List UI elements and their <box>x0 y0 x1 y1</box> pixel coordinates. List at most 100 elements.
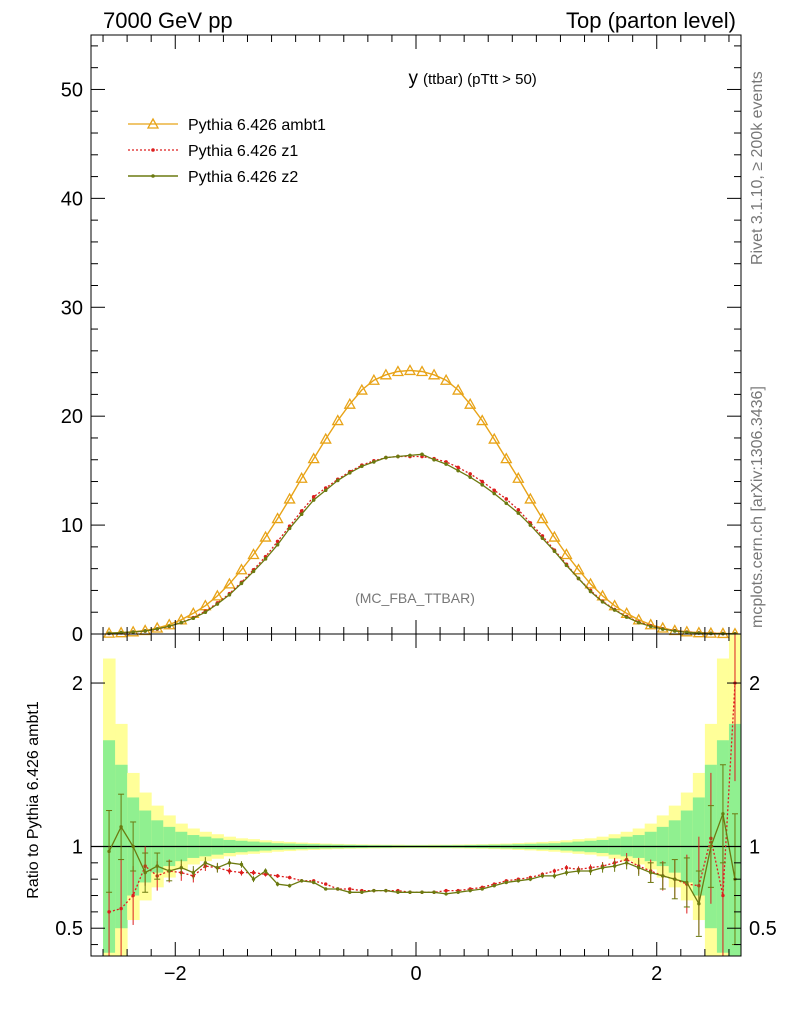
ratio-point-z2 <box>107 849 111 854</box>
ratio-point-z1 <box>131 893 135 898</box>
ambt1-point <box>427 368 441 380</box>
main-y-tick-label: 30 <box>61 297 83 319</box>
ratio-point-z2 <box>263 869 268 873</box>
ambt1-point <box>355 383 368 395</box>
ratio-ylabel: Ratio to Pythia 6.426 ambt1 <box>25 701 42 899</box>
ratio-point-z2 <box>348 890 352 894</box>
analysis-annotation: (MC_FBA_TTBAR) <box>355 590 475 606</box>
ambt1-point <box>476 414 489 426</box>
header-left: 7000 GeV pp <box>103 8 233 33</box>
legend-dot-marker-z1 <box>151 148 155 152</box>
z1-point <box>480 479 485 484</box>
ratio-y-tick-label-right: 0.5 <box>749 918 777 940</box>
ratio-point-z2 <box>119 825 123 829</box>
z2-point <box>456 468 460 473</box>
z2-point <box>203 610 208 615</box>
ratio-point-z2 <box>673 877 677 881</box>
ratio-point-z2 <box>275 882 280 886</box>
ambt1-point <box>271 512 284 524</box>
z2-point <box>540 536 545 540</box>
z2-point <box>588 589 593 594</box>
main-y-tick-label: 20 <box>61 406 83 428</box>
z2-point <box>143 629 147 633</box>
z2-point <box>492 491 497 496</box>
ratio-point-z2 <box>408 890 412 894</box>
ratio-point-z2 <box>336 887 340 891</box>
main-y-tick-label: 10 <box>61 515 83 537</box>
z2-point <box>396 454 400 459</box>
ratio-point-z2 <box>287 884 292 888</box>
ratio-point-z2 <box>191 870 196 875</box>
ratio-point-z2 <box>396 890 400 894</box>
ambt1-point <box>692 626 705 638</box>
ambt1-point <box>716 627 730 639</box>
legend-entry-z1: Pythia 6.426 z1 <box>128 143 298 160</box>
ratio-point-z2 <box>420 890 424 894</box>
z2-point <box>408 453 412 458</box>
z1-point <box>311 494 316 499</box>
z2-point <box>444 462 448 466</box>
ratio-point-z2 <box>456 890 460 894</box>
ratio-frame <box>90 633 742 957</box>
ratio-point-z1 <box>239 870 244 875</box>
ratio-point-z2 <box>311 880 316 885</box>
ambt1-point <box>548 530 561 542</box>
ratio-point-z2 <box>131 844 135 849</box>
ratio-point-z1 <box>263 872 268 876</box>
z2-point <box>709 631 713 636</box>
ratio-point-z2 <box>661 874 665 878</box>
header-right: Top (parton level) <box>566 8 736 33</box>
legend-label-z1: Pythia 6.426 z1 <box>188 143 298 160</box>
z2-point <box>335 478 340 483</box>
ambt1-point <box>223 577 236 589</box>
z2-point <box>384 455 388 460</box>
z2-point <box>504 501 509 506</box>
z2-point <box>360 464 364 469</box>
z2-point <box>576 576 581 581</box>
ratio-point-z2 <box>528 877 533 881</box>
z2-point <box>516 511 521 515</box>
ambt1-point <box>464 397 477 409</box>
ratio-point-z2 <box>492 884 496 888</box>
z1-point <box>516 508 521 512</box>
ambt1-point <box>644 618 657 630</box>
ratio-y-tick-label-right: 1 <box>749 836 760 858</box>
ratio-point-z1 <box>564 866 569 870</box>
ratio-panel: 0.5 0.5 1 1 2 2 −2 0 2 Ratio to Pythia 6.426 amb… <box>25 633 777 985</box>
ratio-data-layer <box>106 634 738 956</box>
ratio-point-z2 <box>155 864 159 868</box>
ambt1-point <box>247 548 260 560</box>
z2-point <box>420 452 424 457</box>
legend: Pythia 6.426 ambt1 Pythia 6.426 z1 Pythi… <box>128 117 326 186</box>
ambt1-point <box>680 625 693 637</box>
z1-point <box>492 488 497 493</box>
ambt1-point <box>572 563 585 575</box>
z2-point <box>372 460 376 464</box>
ratio-point-z1 <box>251 870 256 875</box>
ambt1-point <box>704 626 718 638</box>
ratio-point-z2 <box>564 870 569 875</box>
z2-point <box>432 457 436 462</box>
ratio-point-z2 <box>227 861 232 865</box>
ratio-point-z1 <box>275 874 280 878</box>
main-y-tick-label: 40 <box>61 188 83 210</box>
z2-point <box>685 630 689 635</box>
ratio-point-z2 <box>480 887 484 891</box>
ratio-point-z2 <box>612 864 617 868</box>
ambt1-point <box>500 452 513 464</box>
legend-entry-z2: Pythia 6.426 z2 <box>128 169 298 186</box>
z2-point <box>299 512 304 516</box>
z1-point <box>275 539 280 544</box>
ratio-point-z2 <box>624 861 629 865</box>
z2-point <box>155 627 160 631</box>
ratio-y-tick-label: 2 <box>72 673 83 695</box>
ratio-point-z2 <box>143 870 147 875</box>
ratio-point-z1 <box>324 882 328 886</box>
main-y-tick-label: 0 <box>72 624 83 646</box>
z2-point <box>119 630 123 635</box>
z2-point <box>468 475 472 479</box>
ambt1-point <box>307 452 320 464</box>
ratio-point-z2 <box>251 877 256 881</box>
ambt1-point <box>211 589 224 601</box>
